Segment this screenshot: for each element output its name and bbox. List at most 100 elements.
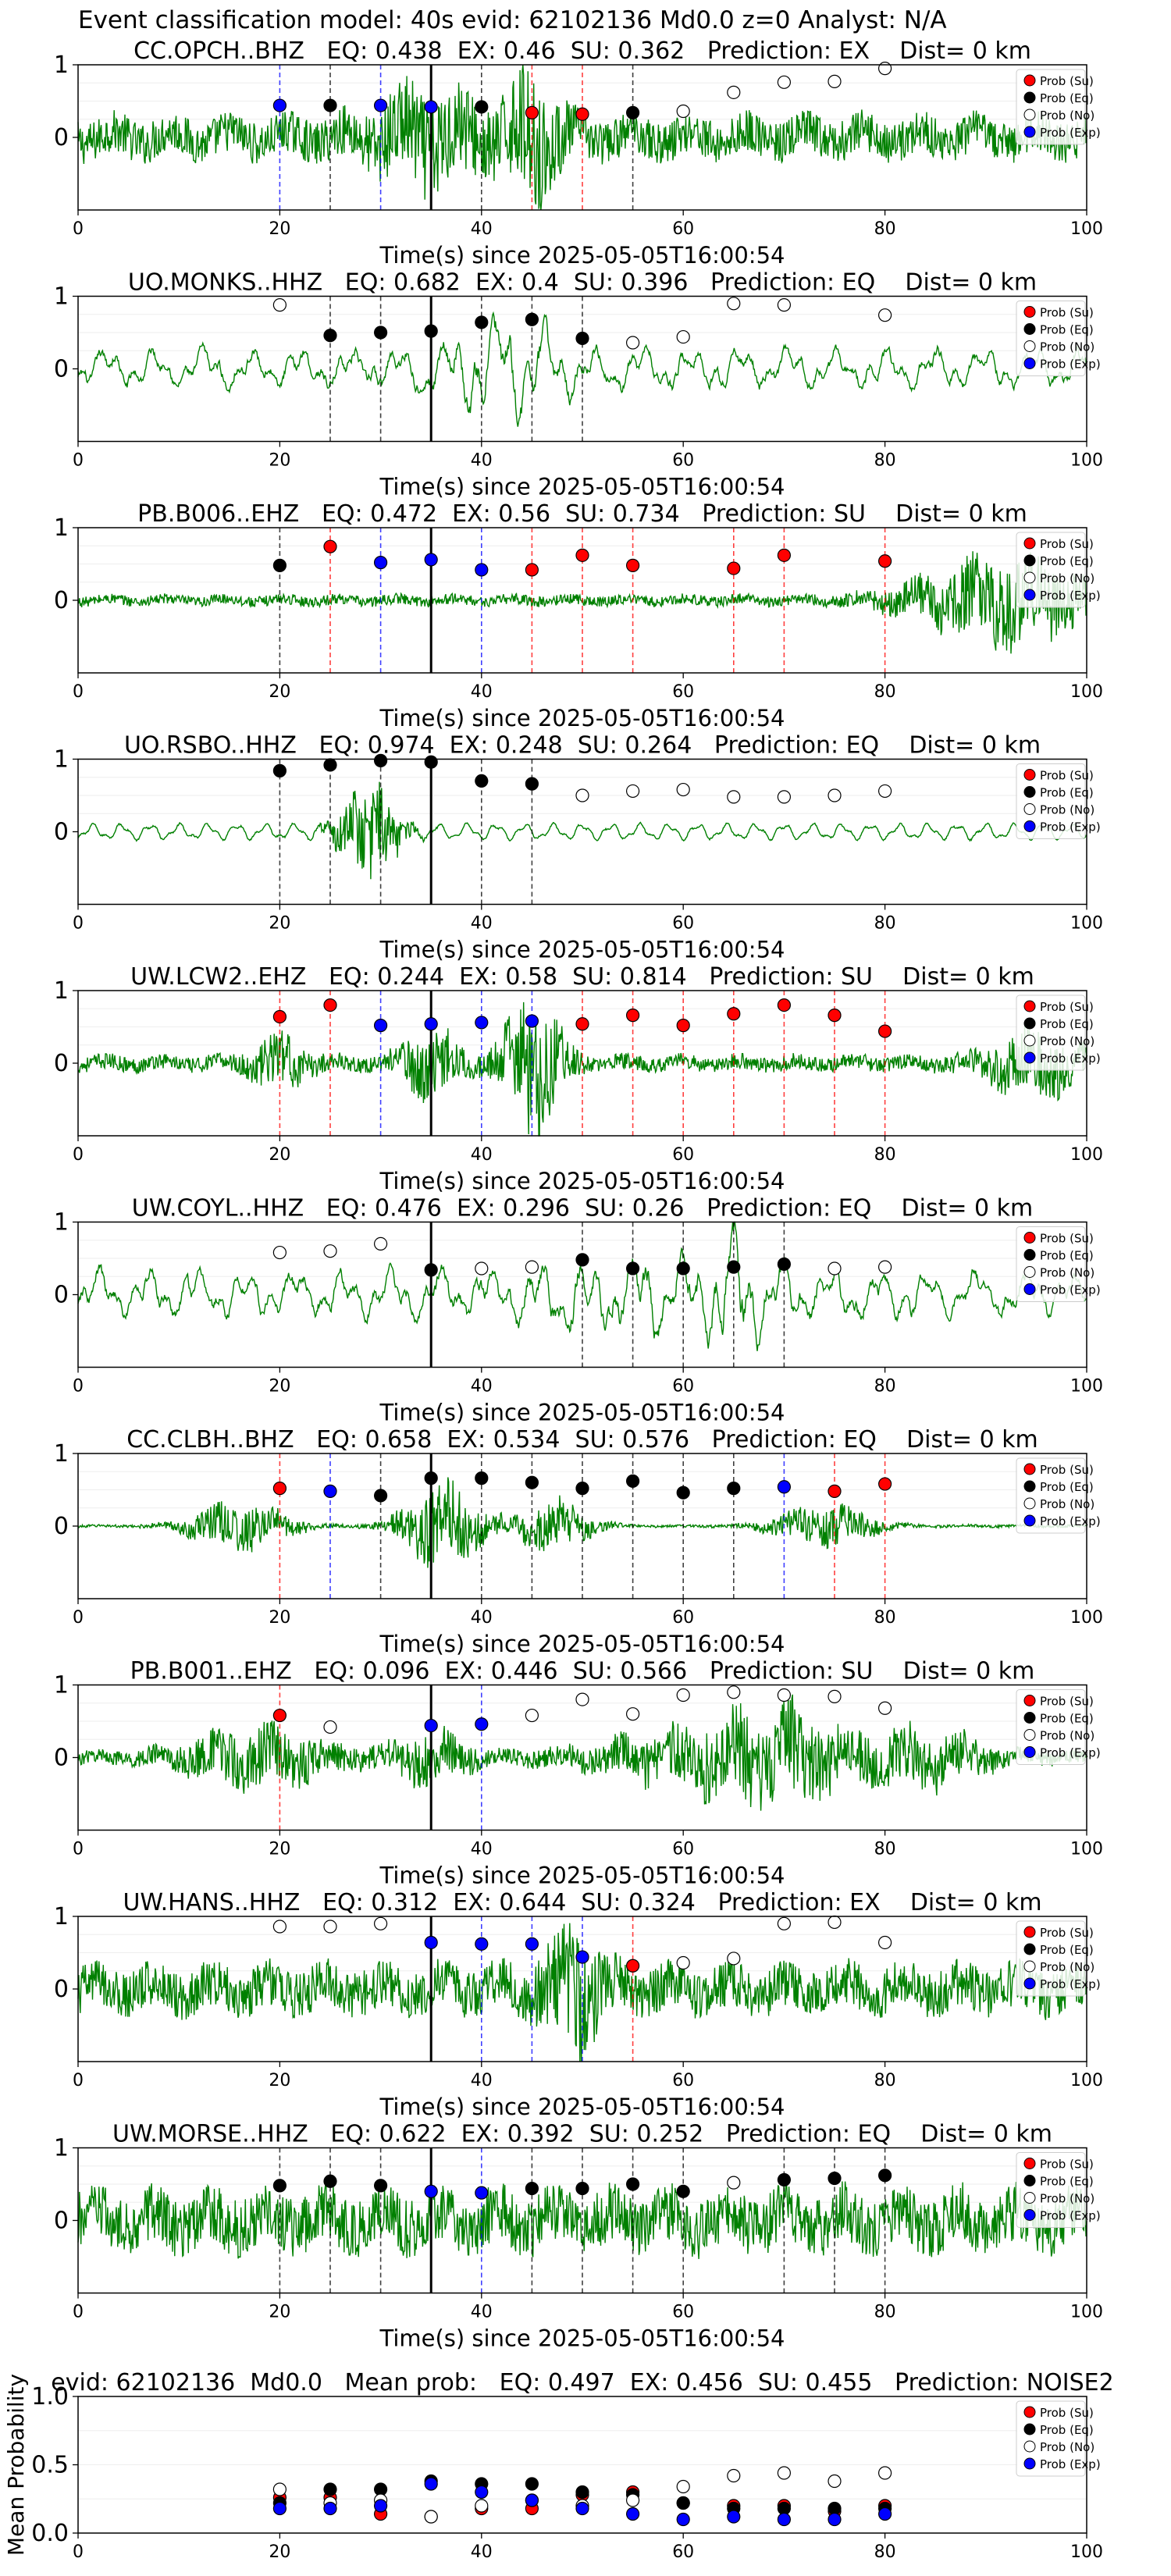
- legend-label: Prob (No): [1040, 1729, 1094, 1743]
- station-panel-5: 0 20 40 60 80 100 0 1 UW.LCW2..EHZ EQ: 0.244 EX:…: [54, 963, 1103, 1194]
- x-tick-label: 0: [73, 914, 84, 934]
- prob-point-eq: [475, 100, 489, 114]
- prob-point-eq: [323, 758, 337, 772]
- prob-point-eq: [777, 1257, 792, 1272]
- y-tick-label: 1: [54, 1209, 69, 1236]
- x-tick-label: 60: [672, 1145, 694, 1165]
- legend-box: [1016, 532, 1086, 608]
- y-tick-label: 1: [54, 1903, 69, 1930]
- x-tick-label: 0: [73, 451, 84, 471]
- waveform-trace: [77, 1692, 1087, 1811]
- legend-label: Prob (Exp): [1040, 589, 1101, 603]
- x-axis-label: Time(s) since 2025-05-05T16:00:54: [379, 705, 785, 731]
- legend-label: Prob (Eq): [1040, 2423, 1094, 2437]
- mean-point-exp: [475, 2485, 489, 2500]
- x-tick-label: 20: [269, 1377, 290, 1397]
- prob-point-su: [625, 558, 640, 572]
- x-tick-label: 0: [73, 2303, 84, 2322]
- prob-point-no: [828, 1915, 842, 1930]
- legend-marker-eq: [1023, 2175, 1036, 2186]
- legend-box: [1016, 2400, 1086, 2477]
- x-axis-label: Time(s) since 2025-05-05T16:00:54: [379, 937, 785, 963]
- prob-point-su: [625, 1009, 640, 1023]
- legend-marker-no: [1023, 340, 1036, 352]
- legend-box: [1016, 1226, 1086, 1302]
- prob-point-su: [877, 1024, 892, 1038]
- legend: Prob (Su) Prob (Eq) Prob (No) Prob (Exp): [1016, 763, 1101, 839]
- prob-point-no: [323, 1720, 337, 1735]
- x-tick-label: 40: [471, 2303, 493, 2322]
- prob-point-exp: [424, 1017, 438, 1031]
- prob-point-su: [272, 1009, 287, 1024]
- waveform-trace: [77, 781, 1087, 880]
- x-tick-label: 40: [471, 2542, 493, 2562]
- prob-point-no: [525, 1260, 539, 1274]
- prob-point-no: [877, 784, 892, 799]
- legend: Prob (Su) Prob (Eq) Prob (No) Prob (Exp): [1016, 1457, 1101, 1534]
- station-panel-6: 0 20 40 60 80 100 0 1 UW.COYL..HHZ EQ: 0.476 EX:…: [54, 1195, 1103, 1426]
- x-tick-label: 60: [672, 914, 694, 934]
- legend-marker-exp: [1023, 2457, 1036, 2470]
- legend-marker-eq: [1023, 1943, 1036, 1955]
- x-tick-label: 100: [1070, 914, 1103, 934]
- prob-point-no: [272, 1245, 287, 1260]
- legend-box: [1016, 2152, 1086, 2228]
- prob-point-su: [323, 998, 337, 1012]
- prob-point-exp: [374, 1019, 388, 1033]
- prob-point-eq: [272, 2179, 287, 2193]
- prob-point-no: [676, 104, 690, 119]
- legend: Prob (Su) Prob (Eq) Prob (No) Prob (Exp): [1016, 301, 1101, 376]
- prob-point-eq: [475, 315, 489, 329]
- y-tick-label: 1: [54, 1440, 69, 1468]
- prob-point-exp: [424, 100, 438, 114]
- legend-box: [1016, 1920, 1086, 1997]
- legend-label: Prob (Exp): [1040, 1051, 1101, 1066]
- prob-point-su: [323, 539, 337, 553]
- x-tick-label: 0: [73, 1608, 84, 1628]
- x-tick-label: 20: [269, 1608, 290, 1628]
- legend-marker-no: [1023, 571, 1036, 584]
- prob-point-exp: [323, 1484, 337, 1498]
- prob-point-eq: [525, 2181, 539, 2196]
- prob-point-no: [323, 1920, 337, 1934]
- prob-point-no: [625, 784, 640, 799]
- mean-point-exp: [272, 2501, 287, 2516]
- prob-point-eq: [625, 1261, 640, 1276]
- x-axis-label: Time(s) since 2025-05-05T16:00:54: [379, 2094, 785, 2120]
- prob-point-eq: [424, 324, 438, 338]
- prob-point-no: [877, 1701, 892, 1715]
- prob-point-no: [777, 1916, 792, 1930]
- mean-point-no: [272, 2482, 287, 2496]
- prob-point-eq: [323, 329, 337, 343]
- x-tick-label: 80: [874, 2542, 896, 2562]
- prob-point-exp: [525, 1014, 539, 1028]
- x-tick-label: 40: [471, 1377, 493, 1397]
- legend-label: Prob (Exp): [1040, 1977, 1101, 1991]
- prob-point-eq: [727, 1260, 741, 1274]
- x-tick-label: 80: [874, 1840, 896, 1859]
- x-tick-label: 100: [1070, 219, 1103, 239]
- legend-marker-no: [1023, 1729, 1036, 1741]
- mean-point-no: [424, 2510, 438, 2524]
- prob-point-su: [575, 1017, 589, 1031]
- legend-marker-exp: [1023, 2209, 1036, 2221]
- legend-marker-eq: [1023, 1017, 1036, 1030]
- legend-box: [1016, 69, 1086, 145]
- legend-label: Prob (No): [1040, 1960, 1094, 1974]
- x-axis-label: Time(s) since 2025-05-05T16:00:54: [379, 1631, 785, 1657]
- legend-label: Prob (Eq): [1040, 323, 1094, 337]
- mean-point-no: [676, 2479, 690, 2494]
- x-tick-label: 100: [1070, 451, 1103, 471]
- x-tick-label: 80: [874, 219, 896, 239]
- prob-point-eq: [424, 1471, 438, 1485]
- x-tick-label: 100: [1070, 1840, 1103, 1859]
- legend: Prob (Su) Prob (Eq) Prob (No) Prob (Exp): [1016, 2152, 1101, 2228]
- legend-marker-no: [1023, 1034, 1036, 1047]
- panel-title: UO.MONKS..HHZ EQ: 0.682 EX: 0.4 SU: 0.39…: [128, 269, 1037, 297]
- y-tick-label: 1: [54, 977, 69, 1005]
- station-panel-8: 0 20 40 60 80 100 0 1 PB.B001..EHZ EQ: 0.096 EX:…: [54, 1658, 1103, 1889]
- legend-marker-exp: [1023, 1283, 1036, 1295]
- prob-point-no: [727, 1685, 741, 1699]
